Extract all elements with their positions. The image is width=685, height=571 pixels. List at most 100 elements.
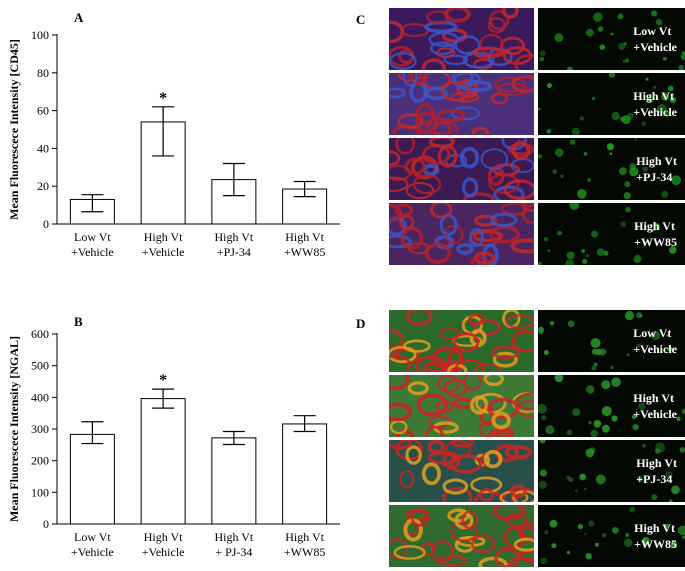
fluorescent-signal — [541, 415, 547, 421]
fluorescent-signal — [551, 543, 557, 549]
fluorescent-signal — [611, 377, 621, 387]
tissue-structure — [389, 345, 417, 364]
micrograph-merged — [389, 505, 534, 567]
fluorescent-signal — [661, 92, 670, 101]
fluorescent-signal — [646, 96, 654, 104]
channel-texture — [540, 506, 685, 565]
tissue-structure — [483, 375, 504, 386]
tissue-structure — [405, 181, 435, 200]
fluorescent-signal — [549, 321, 555, 326]
fluorescent-signal — [538, 326, 545, 333]
fluorescent-signal — [671, 485, 680, 495]
y-tick-label: 0 — [43, 517, 49, 531]
channel-texture — [538, 440, 685, 502]
tissue-structure — [405, 445, 422, 465]
tissue-structure — [442, 452, 461, 470]
fluorescent-signal — [680, 53, 685, 61]
tissue-structure — [436, 47, 456, 59]
tissue-structure — [455, 359, 486, 372]
tissue-structure — [490, 212, 518, 227]
fluorescent-signal — [538, 154, 542, 159]
fluorescent-signal — [579, 473, 587, 481]
x-tick-label: Low Vt — [74, 230, 111, 244]
fluorescent-signal — [622, 60, 626, 63]
micrograph-channel: High Vt +WW85 — [538, 505, 685, 567]
tissue-structure — [402, 73, 418, 87]
fluorescent-signal — [597, 26, 604, 32]
tissue-structure — [474, 318, 501, 336]
tissue-structure — [492, 351, 518, 368]
fluorescent-signal — [539, 57, 545, 62]
x-tick-label: +PJ-34 — [217, 245, 251, 259]
condition-label: High Vt +WW85 — [634, 521, 677, 551]
fluorescent-signal — [603, 250, 609, 256]
fluorescent-signal — [670, 541, 678, 548]
tissue-structure — [421, 462, 442, 486]
fluorescent-signal — [547, 83, 552, 88]
fluorescent-signal — [590, 429, 598, 437]
micrograph-channel: High Vt +Vehicle — [538, 73, 685, 135]
fluorescent-signal — [595, 348, 602, 356]
tissue-structure — [499, 36, 526, 56]
tissue-structure — [414, 111, 439, 135]
tissue-structure — [442, 478, 469, 495]
y-axis-label: Mean Fluorescece Intensity [NGAL] — [7, 336, 21, 522]
tissue-structure — [429, 138, 455, 148]
micrograph-panel-c: C Low Vt +Vehicle High Vt +Vehicle High Vt… — [356, 0, 685, 270]
tissue-structure — [510, 238, 534, 254]
y-tick-label: 20 — [37, 179, 49, 193]
tissue-structure — [398, 214, 415, 230]
fluorescent-signal — [652, 229, 655, 232]
tissue-structure — [389, 538, 409, 559]
tissue-structure — [389, 176, 409, 192]
channel-texture — [538, 73, 677, 135]
fluorescent-signal — [602, 532, 607, 538]
tissue-structure — [463, 192, 495, 200]
bar — [282, 423, 328, 525]
fluorescent-signal — [666, 334, 669, 337]
tissue-structure — [462, 51, 495, 69]
fluorescent-signal — [582, 258, 588, 264]
tissue-structure — [400, 23, 430, 38]
tissue-structure — [459, 146, 480, 169]
fluorescent-signal — [655, 18, 663, 26]
y-axis-label: Mean Fluorescece Intensity [CD45] — [7, 39, 21, 220]
tissue-structure — [511, 140, 531, 161]
fluorescent-signal — [655, 442, 666, 453]
channel-texture — [539, 10, 685, 70]
tissue-structure — [435, 400, 454, 413]
micrograph-merged — [389, 138, 534, 200]
tissue-structure — [489, 225, 520, 244]
tissue-structure — [389, 328, 405, 350]
fluorescent-signal — [664, 111, 670, 117]
fluorescent-signal — [682, 535, 685, 539]
fluorescent-signal — [538, 480, 547, 489]
fluorescent-signal — [547, 249, 550, 252]
fluorescent-signal — [656, 104, 667, 114]
tissue-structure — [395, 138, 416, 155]
tissue-structure — [478, 488, 495, 502]
fluorescent-signal — [624, 310, 635, 321]
fluorescent-signal — [635, 225, 640, 230]
fluorescent-signal — [642, 166, 648, 172]
tissue-structure — [500, 203, 530, 216]
fluorescent-signal — [569, 203, 580, 210]
fluorescent-signal — [681, 51, 685, 55]
significance-marker: * — [159, 90, 167, 107]
fluorescent-signal — [587, 177, 592, 182]
tissue-structure — [394, 203, 414, 217]
fluorescent-signal — [593, 420, 602, 428]
fluorescent-signal — [572, 408, 581, 417]
tissue-structure — [421, 58, 446, 70]
y-tick-label: 500 — [31, 359, 49, 373]
fluorescent-signal — [601, 380, 611, 390]
fluorescent-signal — [669, 246, 677, 254]
micrograph-texture — [389, 310, 534, 372]
fluorescent-signal — [538, 403, 547, 414]
tissue-structure — [518, 549, 534, 562]
y-tick-label: 60 — [37, 104, 49, 118]
fluorescent-signal — [577, 524, 583, 530]
tissue-structure — [504, 445, 533, 460]
tissue-structure — [473, 363, 503, 372]
fluorescent-signal — [619, 167, 627, 175]
